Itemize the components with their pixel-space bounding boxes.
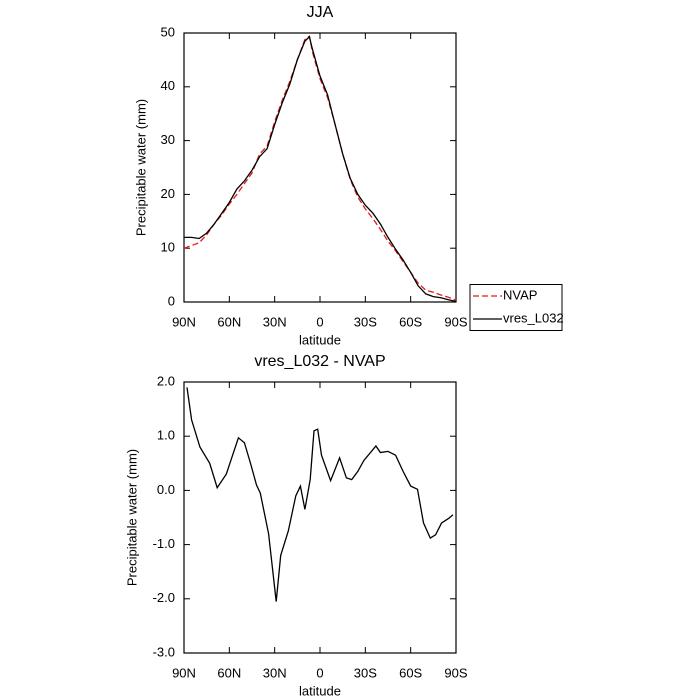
plot-frame (183, 32, 457, 303)
x-tick-label: 30N (263, 314, 287, 329)
y-tick-label: -2.0 (153, 590, 175, 605)
y-tick-label: 50 (161, 24, 175, 39)
y-axis-label: Precipitable water (mm) (124, 449, 139, 586)
y-tick-label: 0 (168, 293, 175, 308)
y-tick-label: 1.0 (157, 428, 175, 443)
y-tick-label: -1.0 (153, 536, 175, 551)
legend-label: NVAP (503, 287, 537, 302)
series-line (186, 387, 454, 602)
y-tick-label: 30 (161, 132, 175, 147)
legend-label: vres_L032 (503, 310, 564, 325)
x-tick-label: 60N (217, 314, 241, 329)
y-tick-label: 40 (161, 78, 175, 93)
x-tick-label: 90S (444, 314, 467, 329)
series-line (184, 35, 457, 303)
x-tick-label: 90N (172, 314, 196, 329)
x-tick-label: 30S (354, 665, 377, 680)
x-tick-label: 60S (399, 665, 422, 680)
y-tick-label: 10 (161, 240, 175, 255)
series-line (183, 35, 457, 301)
x-tick-label: 90S (444, 665, 467, 680)
chart-title: vres_L032 - NVAP (254, 353, 385, 370)
plot-frame (183, 381, 457, 654)
y-axis-label: Precipitable water (mm) (133, 99, 148, 236)
x-tick-label: 30N (263, 665, 287, 680)
x-tick-label: 0 (316, 665, 323, 680)
x-axis-label: latitude (299, 332, 341, 347)
x-tick-label: 60N (217, 665, 241, 680)
x-tick-label: 30S (354, 314, 377, 329)
x-tick-label: 0 (316, 314, 323, 329)
x-tick-label: 60S (399, 314, 422, 329)
y-tick-label: 0.0 (157, 482, 175, 497)
x-axis-label: latitude (299, 683, 341, 698)
y-tick-label: 2.0 (157, 373, 175, 388)
chart-title: JJA (307, 4, 334, 21)
y-tick-label: -3.0 (153, 644, 175, 659)
legend-box (469, 284, 563, 331)
y-tick-label: 20 (161, 186, 175, 201)
x-tick-label: 90N (172, 665, 196, 680)
